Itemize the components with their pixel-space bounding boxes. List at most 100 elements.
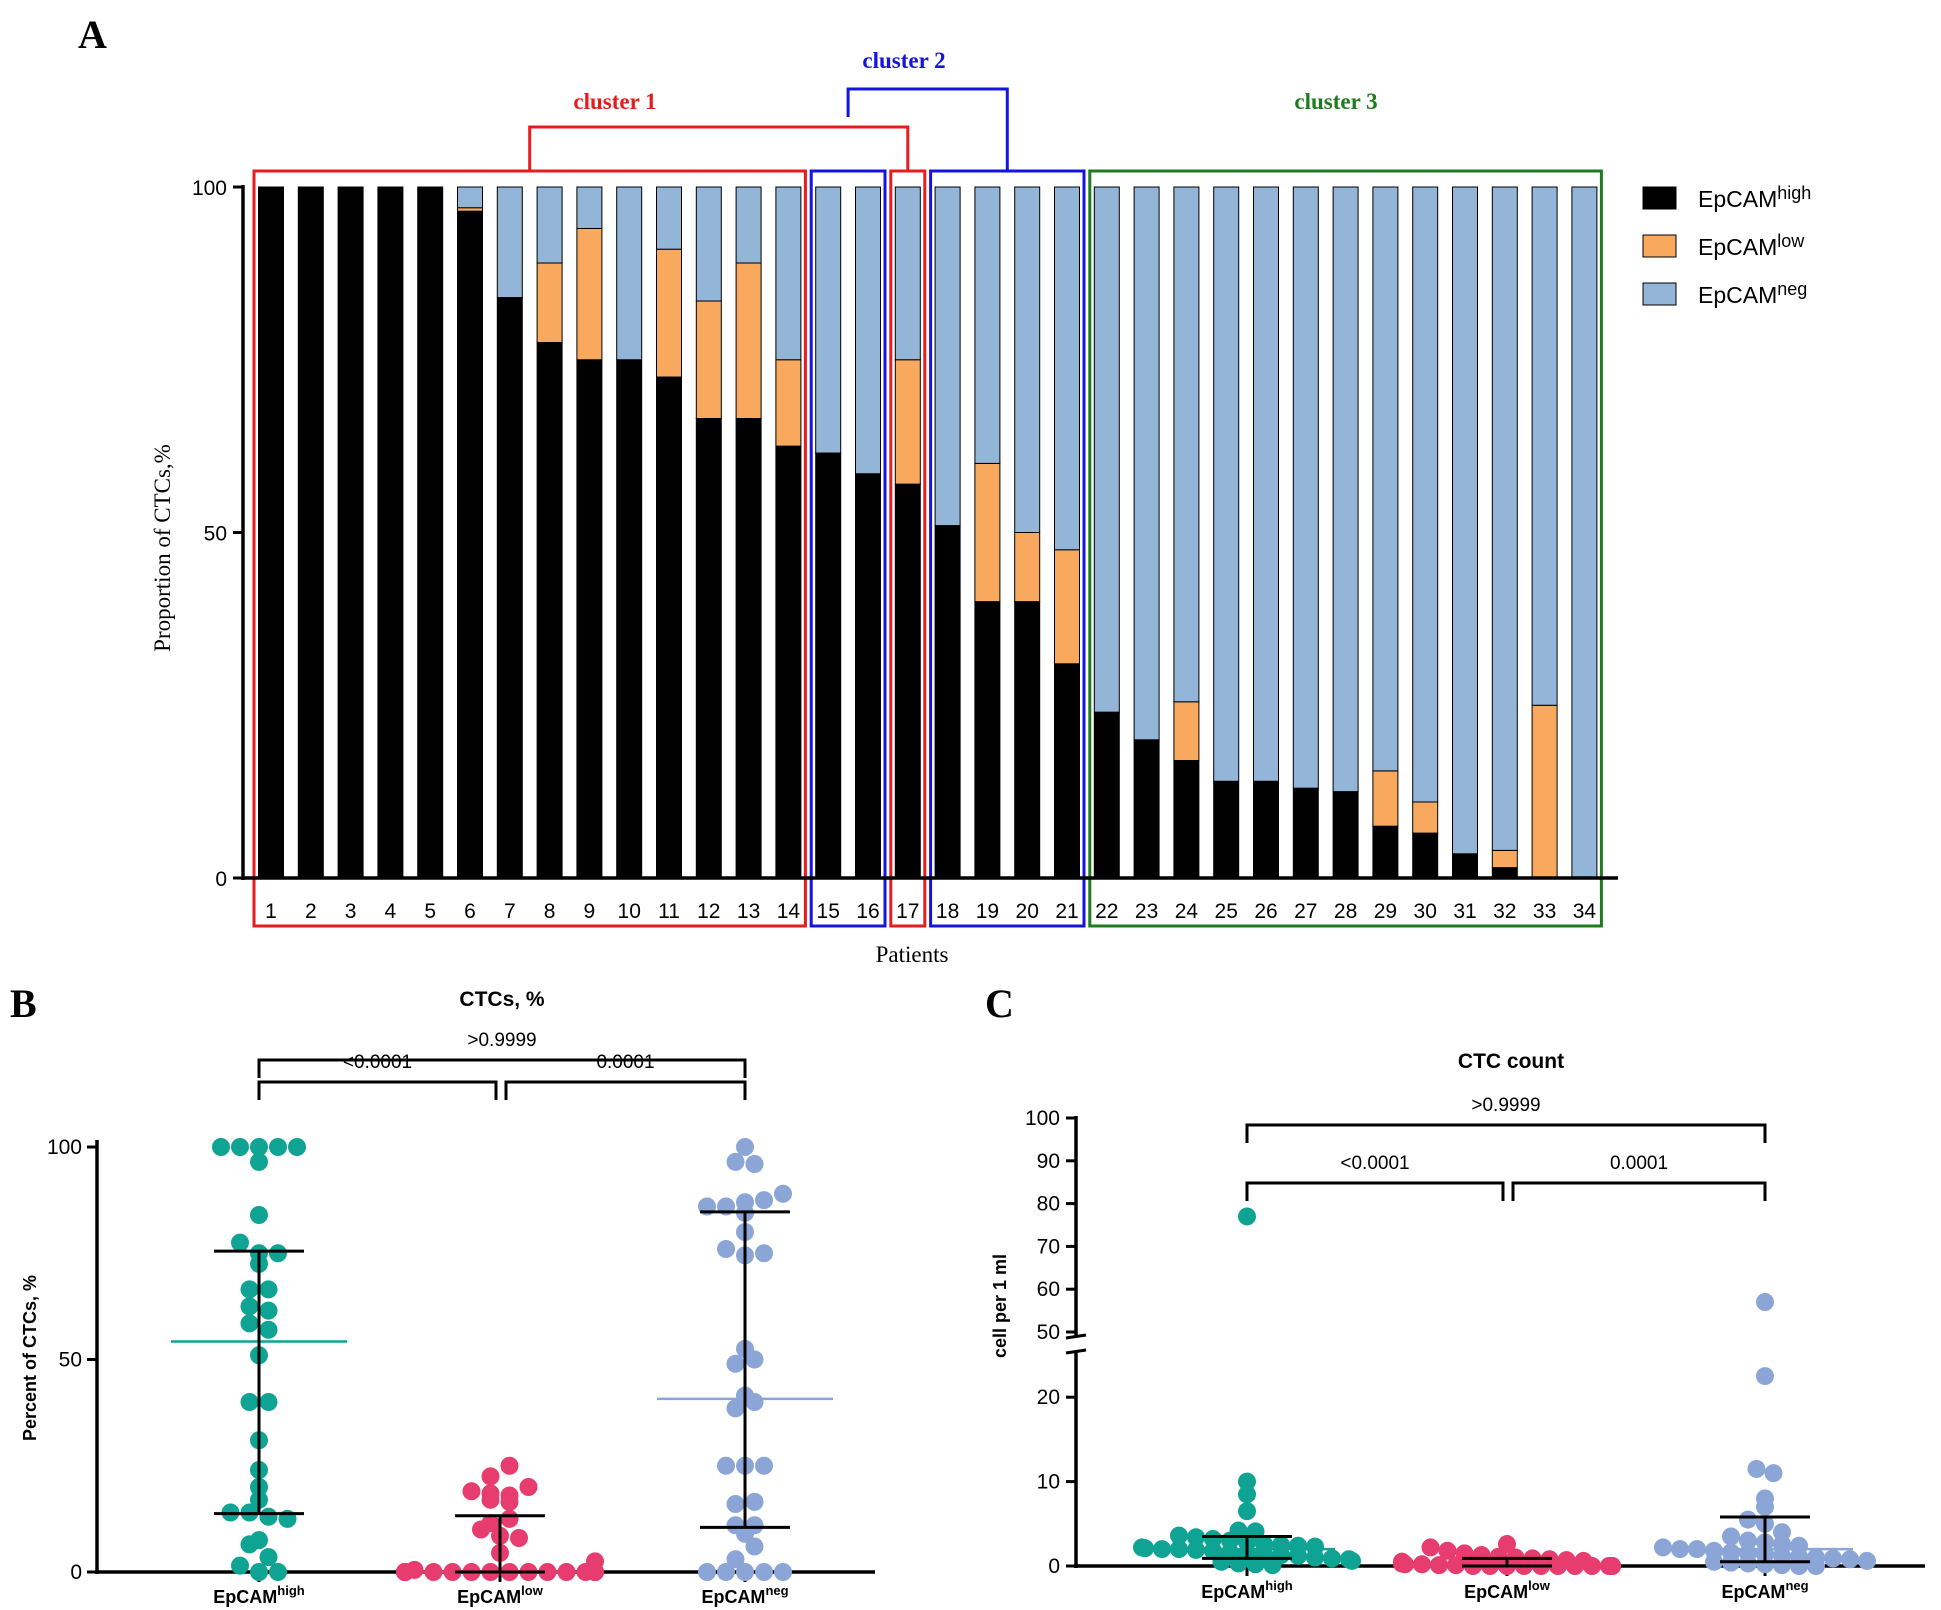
data-point [259,1507,278,1526]
panel-b-ylabel: Percent of CTCs, % [20,1275,40,1441]
bar-20-neg [1014,186,1041,533]
data-point [405,1560,424,1579]
data-point [1396,1555,1414,1574]
data-point [717,1240,735,1258]
y-tick-label: 60 [1037,1278,1060,1301]
panel-b-title: CTCs, % [459,988,545,1011]
data-point [481,1490,500,1509]
data-point [288,1138,306,1156]
p-value-label: <0.0001 [343,1052,412,1073]
x-tick-label: 22 [1095,900,1118,923]
bar-29-high [1372,825,1399,879]
x-tick-label: 1 [265,900,277,923]
y-tick-label: 100 [192,177,227,200]
data-point [1583,1557,1601,1575]
bar-5-high [417,186,444,879]
bar-30-neg [1412,186,1439,803]
bar-13-neg [735,186,762,264]
y-tick-label: 70 [1037,1235,1060,1258]
legend-label-high: EpCAMhigh [1698,183,1811,212]
y-tick-label: 50 [1037,1321,1060,1344]
data-point [698,1563,716,1581]
cluster-1-label: cluster 1 [573,89,656,114]
data-point [726,1495,745,1513]
bar-16-neg [855,186,881,475]
bar-15-neg [815,186,842,454]
data-point [1566,1557,1584,1575]
data-point [269,1244,287,1263]
x-tick-label: 5 [424,900,436,923]
data-point [1238,1502,1256,1521]
bar-15-high [815,452,842,879]
bar-11-high [656,376,682,879]
p-value-label: >0.9999 [1471,1095,1540,1116]
cluster-box-cluster2 [809,169,887,928]
x-tick-label: 12 [697,900,720,923]
bar-7-high [496,297,523,879]
x-tick-label: 30 [1414,900,1437,923]
data-point [1430,1556,1448,1575]
x-tick-label: 28 [1334,900,1357,923]
data-point [755,1244,773,1263]
bar-14-low [775,359,802,447]
data-point [1603,1557,1621,1575]
data-point [519,1478,538,1496]
bar-14-neg [775,186,802,361]
data-point [745,1155,764,1173]
bar-23-neg [1133,186,1160,741]
data-point [250,1563,268,1581]
comparison-bracket [257,1058,747,1078]
bar-3-high [337,186,364,879]
x-tick-label: 6 [464,900,476,923]
comparison-bracket [504,1080,747,1100]
data-point [259,1320,278,1339]
p-value-label: >0.9999 [467,1030,536,1051]
x-tick-label: 34 [1573,900,1597,923]
cluster-brackets: cluster 1 cluster 2 cluster 3 [528,48,1378,171]
data-point [774,1184,792,1203]
data-point [717,1563,735,1581]
panel-a-ylabel: Proportion of CTCs,% [150,444,175,652]
x-tick-label: 2 [305,900,317,923]
x-tick-label: 9 [584,900,596,923]
data-point [212,1138,230,1156]
panel-c-ylabel: cell per 1 ml [990,1254,1010,1358]
bar-9-high [576,359,603,879]
y-tick-label: 50 [204,523,227,546]
data-point [1187,1528,1205,1547]
bar-6-low [457,207,483,212]
bar-30-low [1412,801,1439,834]
data-point [240,1535,259,1554]
data-point [250,1152,268,1171]
y-tick-label: 80 [1037,1193,1060,1216]
data-point [1841,1550,1859,1569]
bar-8-high [536,341,563,879]
bar-4-high [377,186,404,879]
data-point [1238,1472,1256,1491]
data-point [1549,1557,1567,1575]
data-point [1756,1293,1774,1312]
bar-20-low [1014,532,1041,603]
x-tick-label: 19 [976,900,999,923]
data-point [726,1550,745,1569]
data-point [745,1350,764,1369]
bar-12-neg [695,186,722,302]
bar-19-neg [974,186,1001,464]
data-point [726,1152,745,1171]
bar-9-neg [576,186,603,229]
bar-33-low [1531,704,1558,879]
x-category-label: EpCAMhigh [213,1583,304,1607]
legend-label-neg: EpCAMneg [1698,279,1807,308]
x-category-label: EpCAMneg [1721,1578,1808,1602]
data-point [1447,1556,1465,1575]
bar-20-high [1014,601,1041,879]
bar-21-low [1054,549,1080,665]
x-tick-label: 11 [658,900,680,923]
bar-22-neg [1093,186,1120,713]
data-point [726,1354,745,1373]
x-tick-label: 21 [1055,900,1078,923]
data-point [1170,1526,1188,1545]
bar-8-neg [536,186,563,264]
data-point [500,1456,519,1475]
x-tick-label: 25 [1215,900,1238,923]
